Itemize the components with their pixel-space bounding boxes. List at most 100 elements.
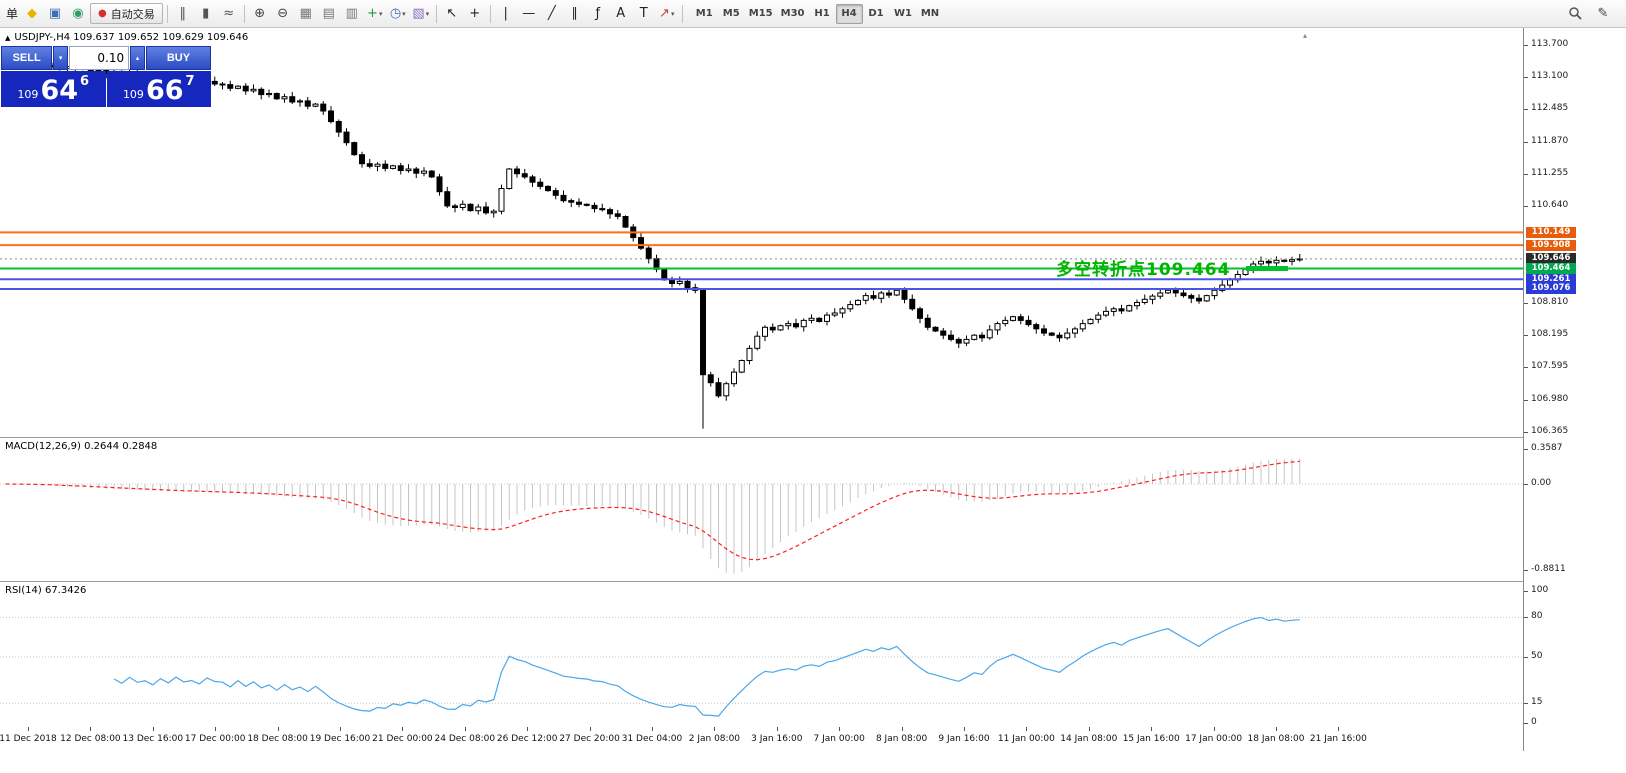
price-badge: 109.261: [1526, 273, 1576, 285]
time-axis-tick: [527, 727, 528, 731]
label-icon[interactable]: T: [639, 6, 648, 21]
crosshair-icon[interactable]: +: [469, 6, 481, 21]
timeframe-button-m1[interactable]: M1: [695, 8, 713, 19]
chart-annotation-text[interactable]: 多空转折点109.464: [1056, 260, 1231, 280]
time-axis-tick: [839, 727, 840, 731]
rsi-panel[interactable]: [0, 581, 1523, 727]
timeframe-button-mn[interactable]: MN: [920, 8, 940, 19]
candlestick-chart[interactable]: [0, 28, 1523, 437]
zoom-in-icon[interactable]: ⊕: [254, 6, 266, 21]
new-order-icon[interactable]: ◆: [27, 6, 38, 21]
price-axis-tick: [1524, 174, 1528, 175]
timeframe-button-m15[interactable]: M15: [748, 8, 773, 19]
time-axis-label: 24 Dec 08:00: [434, 734, 496, 744]
price-axis-tick: [1524, 109, 1528, 110]
profiles-icon[interactable]: ◉: [72, 6, 84, 21]
rsi-axis-tick: [1524, 723, 1528, 724]
buy-price-handle: 109: [122, 88, 144, 101]
sell-button[interactable]: SELL: [1, 46, 53, 70]
time-axis-label: 18 Dec 08:00: [247, 734, 308, 744]
bar-chart-type-icon[interactable]: ‖: [179, 6, 187, 21]
timeframe-button-m5[interactable]: M5: [722, 8, 740, 19]
grid-icon[interactable]: ▦: [299, 6, 312, 21]
timeframe-button-m30[interactable]: M30: [780, 8, 805, 19]
macd-axis-label: 0.3587: [1531, 443, 1563, 453]
zoom-out-icon[interactable]: ⊖: [277, 6, 289, 21]
time-axis-label: 15 Jan 16:00: [1122, 734, 1180, 744]
time-axis-label: 31 Dec 04:00: [621, 734, 683, 744]
time-axis-tick: [1151, 727, 1152, 731]
time-axis-tick: [1089, 727, 1090, 731]
indicators-icon[interactable]: + ▾: [367, 6, 383, 21]
buy-price-pip: 7: [185, 74, 195, 89]
text-icon[interactable]: A: [616, 6, 626, 21]
arrows-icon[interactable]: ↗ ▾: [659, 6, 675, 21]
time-axis-label: 13 Dec 16:00: [122, 734, 184, 744]
price-badge: 109.646: [1526, 253, 1576, 265]
volume-stepper-icon[interactable]: ▴: [130, 46, 145, 70]
price-scale[interactable]: 113.700 113.100 112.485 111.870 111.255 110.6…: [1523, 28, 1626, 751]
arrange-windows-icon[interactable]: ▥: [345, 6, 358, 21]
macd-panel[interactable]: [0, 437, 1523, 581]
scroll-shift-marker[interactable]: ▴: [1303, 31, 1308, 40]
dropdown-arrow-icon[interactable]: ▾: [378, 9, 383, 18]
sell-price-pip: 6: [80, 74, 90, 89]
buy-button[interactable]: BUY: [145, 46, 211, 70]
quick-edit-icon[interactable]: ✎: [1597, 6, 1609, 21]
rsi-separator[interactable]: [0, 581, 1626, 582]
timeframe-button-d1[interactable]: D1: [868, 8, 884, 19]
rsi-axis-tick: [1524, 617, 1528, 618]
line-chart-type-icon[interactable]: ≈: [223, 6, 235, 21]
candlestick-chart-type-icon[interactable]: ▮: [202, 6, 210, 21]
trendline-icon[interactable]: ╱: [547, 6, 556, 21]
dropdown-arrow-icon[interactable]: ▾: [402, 9, 406, 18]
time-axis-label: 21 Jan 16:00: [1309, 734, 1367, 744]
sell-price-big: 64: [40, 75, 79, 107]
timeframe-button-w1[interactable]: W1: [894, 8, 912, 19]
cursor-icon[interactable]: ↖: [446, 6, 458, 21]
time-axis-tick: [964, 727, 965, 731]
price-axis-tick: [1524, 335, 1528, 336]
vertical-line-icon[interactable]: |: [503, 6, 508, 21]
time-axis-tick: [340, 727, 341, 731]
price-axis-label: 111.255: [1531, 168, 1569, 178]
fibonacci-icon[interactable]: ƒ: [595, 6, 601, 21]
sell-price[interactable]: 109 64 6: [1, 71, 106, 107]
time-axis-label: 9 Jan 16:00: [938, 734, 990, 744]
search-icon[interactable]: [1564, 4, 1586, 24]
toolbar-separator: [435, 4, 437, 23]
timeframe-button-h1[interactable]: H1: [814, 8, 830, 19]
channel-icon[interactable]: ∥: [571, 6, 579, 21]
time-axis-label: 11 Dec 2018: [0, 734, 57, 744]
templates-icon[interactable]: ▧ ▾: [412, 6, 430, 21]
price-axis-label: 110.640: [1531, 200, 1569, 211]
macd-separator[interactable]: [0, 437, 1626, 438]
buy-price[interactable]: 109 66 7: [106, 71, 211, 107]
time-axis-label: 26 Dec 12:00: [496, 734, 558, 744]
tile-windows-icon[interactable]: ▤: [322, 6, 335, 21]
periods-icon[interactable]: ◷ ▾: [389, 6, 406, 21]
autotrading-button[interactable]: ● 自动交易: [90, 3, 163, 24]
chart-window: ▲ USDJPY-,H4 109.637 109.652 109.629 109…: [0, 28, 1626, 773]
rsi-axis-label: 0: [1531, 717, 1537, 727]
time-scale[interactable]: 11 Dec 2018 12 Dec 08:00 13 Dec 16:00 17 De…: [0, 727, 1523, 751]
time-axis-label: 21 Dec 00:00: [372, 734, 433, 744]
dropdown-arrow-icon[interactable]: ▾: [670, 9, 675, 18]
time-axis-tick: [777, 727, 778, 731]
price-axis-tick: [1524, 303, 1528, 304]
macd-label: MACD(12,26,9) 0.2644 0.2848: [5, 441, 158, 452]
horizontal-line-icon[interactable]: —: [522, 6, 536, 21]
dropdown-arrow-icon[interactable]: ▾: [425, 9, 430, 18]
trade-panel-prices: 109 64 6 109 66 7: [1, 71, 211, 107]
rsi-axis-tick: [1524, 703, 1528, 704]
toolbar-separator: [166, 4, 168, 23]
time-axis-tick: [465, 727, 466, 731]
price-axis-label: 106.365: [1531, 426, 1569, 436]
collapse-triangle-icon[interactable]: ▲: [5, 33, 11, 42]
sell-dropdown-icon[interactable]: ▾: [53, 46, 69, 70]
volume-input[interactable]: [69, 46, 130, 70]
chart-window-icon[interactable]: ▣: [48, 6, 62, 21]
top-toolbar: 单 ◆ ▣ ◉ ● 自动交易 ‖ ▮ ≈ ⊕ ⊖ ▦ ▤ ▥ + ▾ ◷ ▾ ▧ ▾ ↖ + | — ╱ ∥ ƒ A T ↗ ▾ M1 M5 M…: [0, 0, 1626, 28]
timeframe-button-h4[interactable]: H4: [835, 3, 863, 24]
macd-axis-tick: [1524, 449, 1528, 450]
